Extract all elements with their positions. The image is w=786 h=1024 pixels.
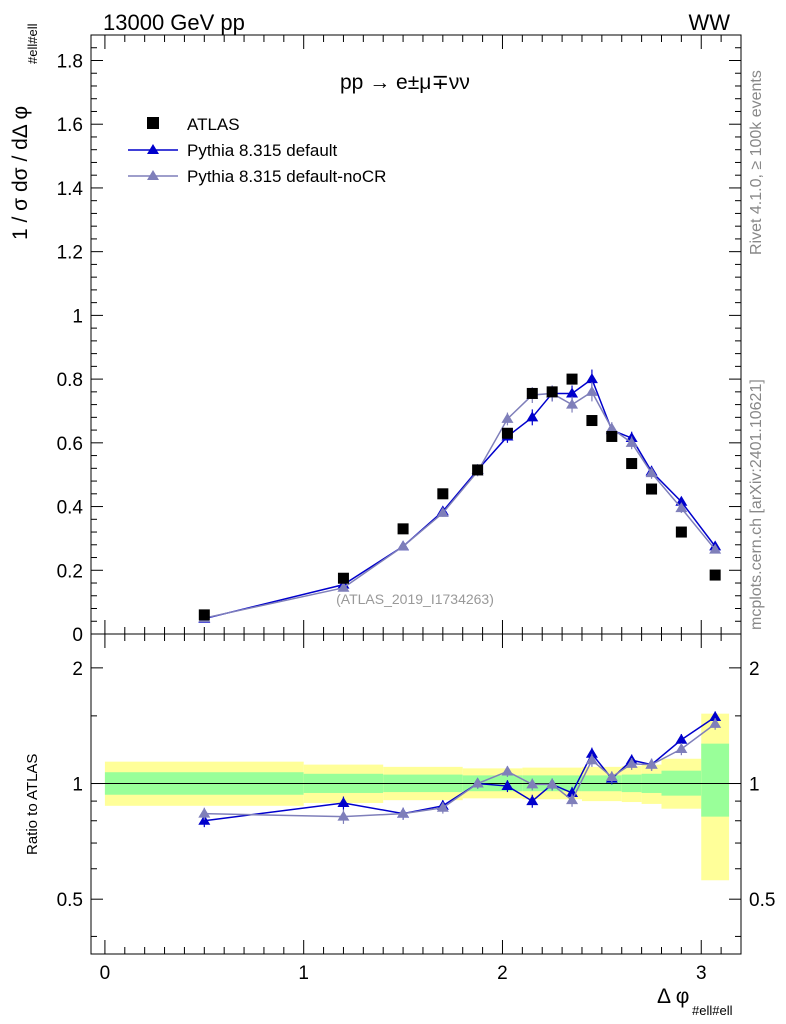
atlas-point — [626, 458, 638, 470]
series-point-0 — [585, 373, 598, 384]
ratio-point-1 — [471, 777, 484, 788]
ratio-tick-label-right: 0.5 — [749, 890, 775, 911]
x-tick-label: 2 — [497, 963, 508, 984]
atlas-point — [675, 526, 687, 538]
ratio-point-1 — [397, 807, 410, 818]
ratio-point-1 — [709, 717, 722, 728]
ratio-axis-label: Ratio to ATLAS — [24, 754, 41, 855]
atlas-point — [606, 430, 618, 442]
x-axis-label-main: Δ φ — [657, 985, 689, 1008]
y-tick-label: 1 — [72, 306, 83, 327]
legend: ATLAS Pythia 8.315 default Pythia 8.315 … — [128, 115, 386, 186]
ratio-point-1 — [605, 770, 618, 781]
analysis-id: (ATLAS_2019_I1734263) — [336, 591, 494, 607]
ratio-point-1 — [675, 742, 688, 753]
ratio-point-0 — [198, 814, 211, 825]
y-tick-label: 1.2 — [57, 243, 83, 264]
y-tick-label: 1.6 — [57, 115, 83, 136]
series-line-1 — [204, 390, 716, 619]
series-point-1 — [709, 543, 722, 554]
series-point-1 — [566, 398, 579, 409]
chart-title: pp → e±μ∓νν — [340, 71, 470, 94]
ratio-panel: 0.5 0.5 1 1 2 2 0 1 2 3 Ratio to ATLAS — [24, 633, 775, 984]
x-tick-label: 0 — [100, 963, 111, 984]
y-tick-label: 0.4 — [57, 498, 84, 519]
x-tick-label: 3 — [696, 963, 707, 984]
ratio-point-1 — [436, 801, 449, 812]
atlas-point — [472, 464, 484, 476]
series-point-1 — [397, 540, 410, 551]
x-axis-label: Δ φ #ell#ell — [657, 985, 733, 1018]
series-point-0 — [675, 495, 688, 506]
series-point-1 — [675, 502, 688, 513]
series-point-1 — [585, 385, 598, 396]
atlas-point — [397, 523, 409, 535]
legend-label-atlas: ATLAS — [187, 115, 240, 134]
series-point-1 — [436, 506, 449, 517]
ratio-point-1 — [625, 757, 638, 768]
ratio-point-1 — [546, 778, 559, 789]
y-tick-label: 1.4 — [57, 179, 84, 200]
y-tick-label: 1.8 — [57, 51, 83, 72]
ratio-tick-label: 2 — [72, 659, 83, 680]
ratio-point-0 — [709, 710, 722, 721]
energy-label: 13000 GeV pp — [103, 10, 245, 35]
y-axis-label-main: 1 / σ dσ / dΔ φ — [9, 106, 32, 240]
y-tick-label: 0.2 — [57, 561, 83, 582]
ratio-point-1 — [337, 810, 350, 821]
x-tick-label: 1 — [298, 963, 309, 984]
series-point-1 — [337, 581, 350, 592]
series-line-0 — [204, 377, 716, 620]
ratio-point-1 — [585, 754, 598, 765]
ratio-frame — [90, 633, 742, 955]
atlas-point — [526, 387, 538, 399]
ratio-tick-label-right: 2 — [749, 659, 760, 680]
atlas-point — [646, 483, 658, 495]
ratio-point-0 — [675, 733, 688, 744]
process-tag: WW — [688, 10, 730, 35]
mcplots-label: mcplots.cern.ch [arXiv:2401.10621] — [748, 379, 765, 630]
ratio-point-1 — [566, 794, 579, 805]
ratio-point-0 — [501, 780, 514, 791]
series-point-0 — [566, 387, 579, 398]
rivet-version-label: Rivet 4.1.0, ≥ 100k events — [748, 70, 765, 255]
ratio-point-1 — [526, 778, 539, 789]
atlas-point — [337, 572, 349, 584]
y-tick-label: 0.6 — [57, 434, 83, 455]
ratio-point-1 — [645, 758, 658, 769]
atlas-point — [198, 609, 210, 621]
main-panel: 0 0.2 0.4 0.6 0.8 1 1.2 1.4 1.6 1.8 pp → e±μ∓νν (… — [9, 23, 742, 646]
legend-marker-nocr — [147, 170, 159, 180]
ratio-tick-label: 0.5 — [57, 890, 83, 911]
atlas-point — [566, 373, 578, 385]
series-point-1 — [501, 412, 514, 423]
y-axis-label: 1 / σ dσ / dΔ φ #ell#ell — [9, 23, 40, 240]
ratio-point-0 — [337, 796, 350, 807]
legend-label-default: Pythia 8.315 default — [187, 141, 338, 160]
ratio-tick-label-right: 1 — [749, 775, 760, 796]
legend-marker-atlas — [147, 117, 159, 129]
atlas-point — [437, 488, 449, 500]
ratio-point-1 — [198, 807, 211, 818]
atlas-point — [546, 386, 558, 398]
ratio-point-0 — [585, 747, 598, 758]
ratio-point-0 — [526, 795, 539, 806]
ratio-tick-label: 1 — [72, 775, 83, 796]
y-tick-label: 0.8 — [57, 370, 83, 391]
y-axis-label-sub: #ell#ell — [25, 23, 40, 64]
y-tick-label: 0 — [72, 625, 83, 646]
series-point-1 — [625, 436, 638, 447]
ratio-point-1 — [501, 765, 514, 776]
atlas-point — [586, 415, 598, 427]
legend-marker-default — [147, 144, 159, 154]
ratio-band-inner — [701, 743, 730, 817]
x-axis-label-sub: #ell#ell — [692, 1003, 733, 1018]
legend-label-nocr: Pythia 8.315 default-noCR — [187, 167, 386, 186]
atlas-point — [501, 427, 513, 439]
series-point-1 — [645, 467, 658, 478]
series-point-0 — [526, 411, 539, 422]
series-point-1 — [605, 422, 618, 433]
atlas-point — [709, 569, 721, 581]
